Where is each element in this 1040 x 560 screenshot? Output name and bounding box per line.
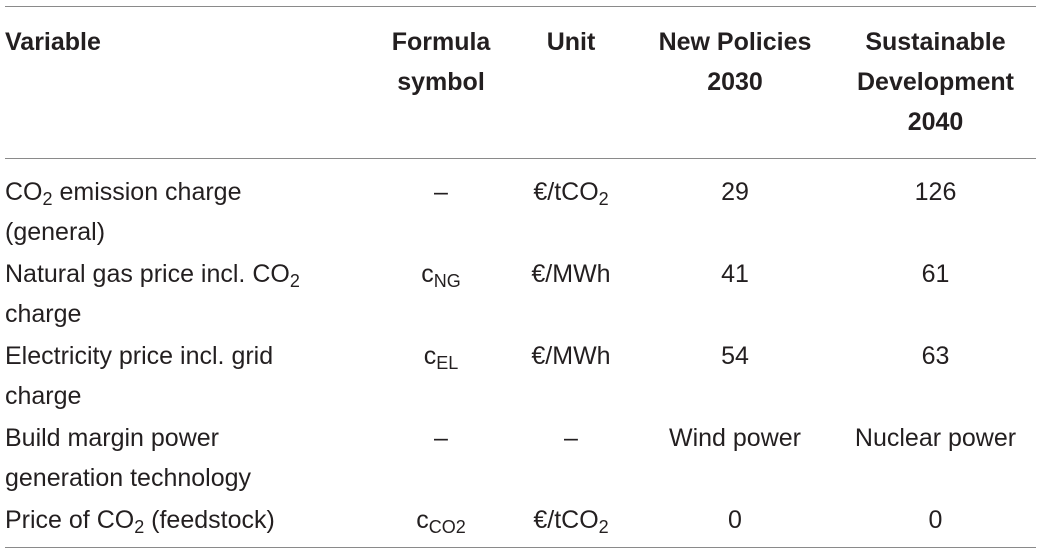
unit-text: – [564, 424, 578, 452]
variable-text-post: emission charge [52, 178, 242, 206]
variable-line1: Build margin power [5, 418, 375, 458]
unit-subscript: 2 [598, 189, 609, 209]
cell-sustainable-development: 63 [835, 336, 1036, 418]
scenario-parameters-table: Variable Formula symbol Unit New Policie… [5, 6, 1036, 548]
cell-new-policies: 29 [635, 159, 835, 255]
cell-unit: €/tCO2 [507, 159, 635, 255]
formula-symbol: c [421, 260, 434, 288]
unit-text: €/MWh [531, 342, 611, 370]
variable-line2: (general) [5, 212, 375, 252]
unit-text: €/MWh [531, 260, 611, 288]
cell-formula-symbol: cEL [375, 336, 507, 418]
variable-subscript: 2 [289, 271, 300, 291]
table-row: Price of CO2 (feedstock) cCO2 €/tCO2 0 0 [5, 500, 1036, 548]
header-new-policies: New Policies 2030 [635, 7, 835, 159]
cell-variable: Build margin power generation technology [5, 418, 375, 500]
cell-sustainable-development: 0 [835, 500, 1036, 548]
header-new-policies-line2: 2030 [707, 68, 763, 96]
header-sustainable-line1: Sustainable [865, 28, 1006, 56]
cell-new-policies: Wind power [635, 418, 835, 500]
unit-text: €/tCO [533, 506, 599, 534]
variable-line2: charge [5, 294, 375, 334]
variable-text-line2: charge [5, 382, 82, 410]
cell-unit: – [507, 418, 635, 500]
formula-symbol-subscript: CO2 [428, 517, 466, 537]
cell-variable: CO2 emission charge (general) [5, 159, 375, 255]
variable-text-line2: charge [5, 300, 82, 328]
sustainable-value: Nuclear power [854, 424, 1017, 452]
formula-symbol: c [423, 342, 437, 370]
cell-variable: Electricity price incl. grid charge [5, 336, 375, 418]
header-unit: Unit [507, 7, 635, 159]
variable-line1: Price of CO2 (feedstock) [5, 500, 375, 540]
cell-formula-symbol: cNG [375, 254, 507, 336]
variable-line2: charge [5, 376, 375, 416]
cell-sustainable-development: Nuclear power [835, 418, 1036, 500]
cell-variable: Natural gas price incl. CO2 charge [5, 254, 375, 336]
table-body: CO2 emission charge (general) – €/tCO2 29 126… [5, 159, 1036, 548]
variable-text: CO [5, 178, 43, 206]
formula-symbol-subscript: EL [436, 353, 459, 373]
variable-text: Electricity price incl. grid [5, 342, 274, 370]
sustainable-value: 63 [921, 342, 950, 370]
cell-new-policies: 0 [635, 500, 835, 548]
unit-text: €/tCO [533, 178, 599, 206]
header-sustainable-development: Sustainable Development 2040 [835, 7, 1036, 159]
header-formula-symbol-line1: Formula [391, 28, 491, 56]
cell-unit: €/MWh [507, 254, 635, 336]
new-policies-value: 41 [721, 260, 749, 288]
variable-text-line2: generation technology [5, 464, 252, 492]
cell-unit: €/MWh [507, 336, 635, 418]
header-unit-label: Unit [546, 28, 596, 56]
variable-line2: generation technology [5, 458, 375, 498]
cell-formula-symbol: cCO2 [375, 500, 507, 548]
variable-text: Price of CO [5, 506, 135, 534]
formula-symbol: c [416, 506, 429, 534]
variable-subscript: 2 [134, 517, 145, 537]
header-sustainable-line2: Development [857, 68, 1014, 96]
cell-unit: €/tCO2 [507, 500, 635, 548]
sustainable-value: 61 [921, 260, 950, 288]
new-policies-value: 0 [728, 506, 742, 534]
unit-subscript: 2 [598, 517, 609, 537]
cell-sustainable-development: 61 [835, 254, 1036, 336]
cell-sustainable-development: 126 [835, 159, 1036, 255]
formula-symbol: – [434, 178, 448, 206]
variable-line1: CO2 emission charge [5, 172, 375, 212]
variable-subscript: 2 [42, 189, 53, 209]
header-formula-symbol-line2: symbol [397, 68, 485, 96]
header-new-policies-line1: New Policies [658, 28, 812, 56]
variable-text-line2: (general) [5, 218, 106, 246]
sustainable-value: 0 [928, 506, 943, 534]
cell-new-policies: 54 [635, 336, 835, 418]
new-policies-value: 54 [721, 342, 749, 370]
new-policies-value: Wind power [669, 424, 801, 452]
variable-line1: Electricity price incl. grid [5, 336, 375, 376]
cell-variable: Price of CO2 (feedstock) [5, 500, 375, 548]
header-sustainable-line3: 2040 [907, 108, 964, 136]
variable-text-post: (feedstock) [144, 506, 275, 534]
table-row: Electricity price incl. grid charge cEL €/M… [5, 336, 1036, 418]
table-row: CO2 emission charge (general) – €/tCO2 29 126 [5, 159, 1036, 255]
formula-symbol: – [434, 424, 448, 452]
new-policies-value: 29 [721, 178, 749, 206]
table-row: Natural gas price incl. CO2 charge cNG €/MW… [5, 254, 1036, 336]
variable-text: Build margin power [5, 424, 219, 452]
variable-text: Natural gas price incl. CO [5, 260, 290, 288]
table-header-row: Variable Formula symbol Unit New Policie… [5, 6, 1036, 159]
header-formula-symbol: Formula symbol [375, 7, 507, 159]
cell-formula-symbol: – [375, 418, 507, 500]
variable-line1: Natural gas price incl. CO2 [5, 254, 375, 294]
cell-new-policies: 41 [635, 254, 835, 336]
table-row: Build margin power generation technology –… [5, 418, 1036, 500]
formula-symbol-subscript: NG [433, 271, 461, 291]
header-variable-label: Variable [5, 28, 101, 56]
sustainable-value: 126 [914, 178, 957, 206]
header-variable: Variable [5, 7, 375, 159]
cell-formula-symbol: – [375, 159, 507, 255]
